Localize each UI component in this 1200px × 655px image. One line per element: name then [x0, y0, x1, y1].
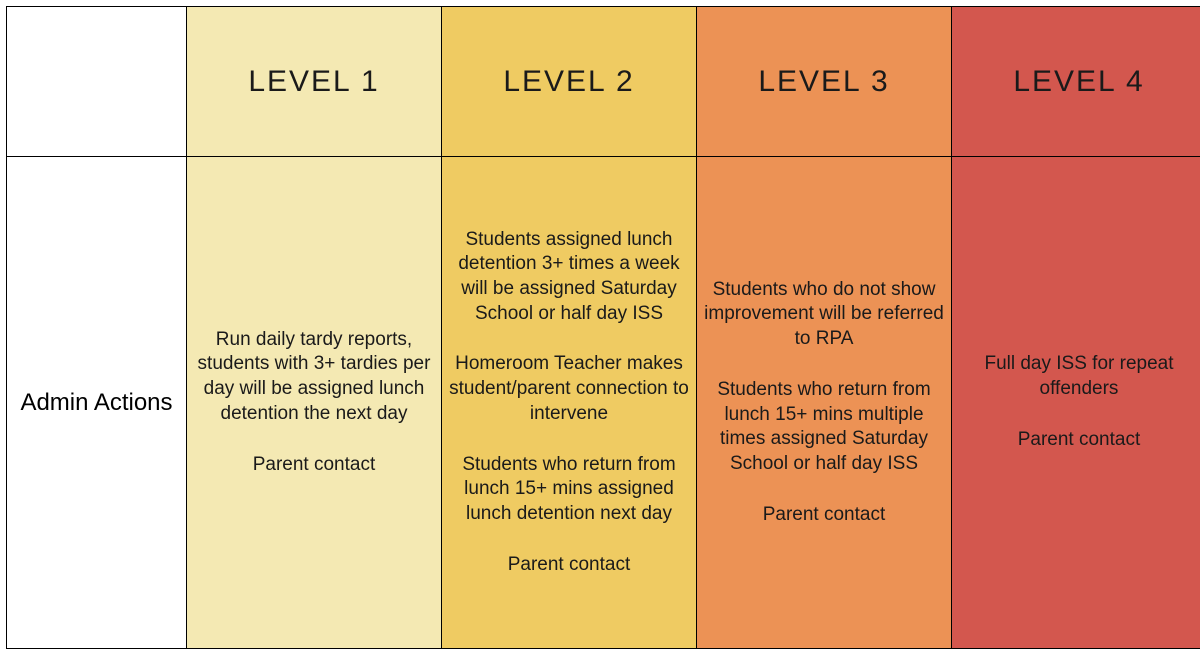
- level-1-paragraph-2: Parent contact: [249, 453, 380, 478]
- level-body-1: Run daily tardy reports, students with 3…: [187, 157, 442, 649]
- levels-table: LEVEL 1LEVEL 2LEVEL 3LEVEL 4 Admin Actio…: [6, 6, 1200, 649]
- level-3-paragraph-2: Students who return from lunch 15+ mins …: [699, 378, 949, 477]
- level-4-paragraph-2: Parent contact: [1014, 428, 1145, 453]
- level-body-stack-4: Full day ISS for repeat offenders Parent …: [954, 352, 1200, 452]
- blank-corner-cell: [7, 7, 187, 157]
- level-body-3: Students who do not show improvement wil…: [697, 157, 952, 649]
- level-body-2: Students assigned lunch detention 3+ tim…: [442, 157, 697, 649]
- level-body-4: Full day ISS for repeat offenders Parent …: [952, 157, 1200, 649]
- level-header-1: LEVEL 1: [187, 7, 442, 157]
- level-4-paragraph-1: Full day ISS for repeat offenders: [954, 352, 1200, 401]
- row-label-cell: Admin Actions: [7, 157, 187, 649]
- level-3-paragraph-1: Students who do not show improvement wil…: [699, 278, 949, 352]
- level-2-paragraph-1: Students assigned lunch detention 3+ tim…: [444, 228, 694, 327]
- level-header-3: LEVEL 3: [697, 7, 952, 157]
- level-body-stack-3: Students who do not show improvement wil…: [699, 278, 949, 528]
- level-header-2: LEVEL 2: [442, 7, 697, 157]
- level-body-stack-1: Run daily tardy reports, students with 3…: [189, 328, 439, 477]
- level-1-paragraph-1: Run daily tardy reports, students with 3…: [189, 328, 439, 427]
- level-body-stack-2: Students assigned lunch detention 3+ tim…: [444, 228, 694, 578]
- level-2-paragraph-4: Parent contact: [504, 553, 635, 578]
- level-2-paragraph-2: Homeroom Teacher makes student/parent co…: [444, 352, 694, 426]
- level-header-4: LEVEL 4: [952, 7, 1200, 157]
- table-container: LEVEL 1LEVEL 2LEVEL 3LEVEL 4 Admin Actio…: [0, 0, 1200, 655]
- body-row: Admin Actions Run daily tardy reports, s…: [7, 157, 1200, 649]
- level-2-paragraph-3: Students who return from lunch 15+ mins …: [444, 453, 694, 527]
- header-row: LEVEL 1LEVEL 2LEVEL 3LEVEL 4: [7, 7, 1200, 157]
- level-3-paragraph-3: Parent contact: [759, 503, 890, 528]
